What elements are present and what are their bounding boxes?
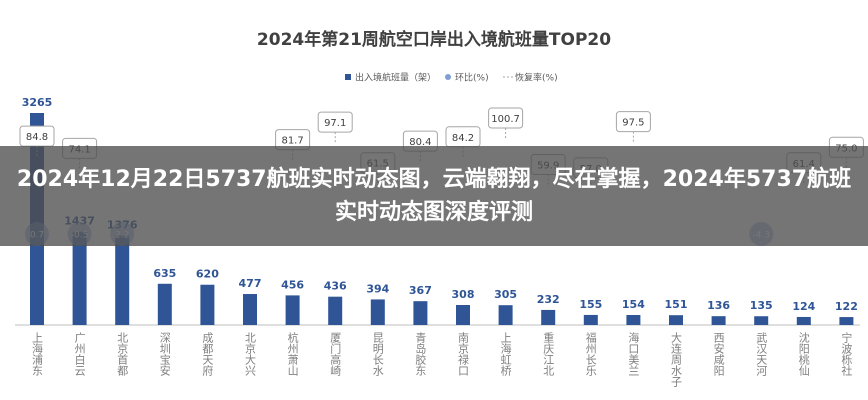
x-tick-label: 杭州萧山	[286, 331, 299, 376]
bar	[370, 299, 385, 325]
recovery-box	[488, 107, 524, 129]
bar-value-label: 124	[792, 300, 815, 313]
bar-value-label: 308	[452, 288, 475, 301]
bar	[72, 231, 87, 325]
x-tick-label: 大连周水子	[670, 331, 683, 387]
bar-value-label: 232	[537, 293, 560, 306]
legend-label: 环比(%)	[455, 72, 489, 84]
recovery-label: 97.5	[622, 118, 644, 129]
bar	[456, 305, 470, 325]
banner: 2024年12月22日5737航班实时动态图，云端翱翔，尽在掌握，2024年57…	[0, 146, 868, 246]
bar	[796, 316, 811, 325]
bar	[285, 295, 300, 325]
x-tick-label: 海口美兰	[627, 331, 640, 376]
x-tick-label: 宁波栎社	[840, 331, 853, 377]
x-tick-label: 北京首都	[116, 332, 129, 376]
bar-value-label: 367	[409, 284, 432, 297]
bar	[839, 317, 854, 325]
x-tick-label: 成都天府	[201, 332, 214, 377]
bar-value-label: 155	[579, 298, 602, 311]
bar	[711, 316, 726, 325]
bar	[626, 315, 641, 325]
x-tick-label: 沈阳桃仙	[797, 331, 810, 376]
bar	[243, 294, 257, 325]
recovery-label: 97.1	[324, 118, 346, 129]
recovery-label: 84.2	[452, 133, 474, 144]
bar	[669, 315, 683, 325]
recovery-label: 81.7	[281, 136, 303, 147]
bar	[200, 284, 215, 325]
bar	[498, 305, 513, 325]
banner-text: 2024年12月22日5737航班实时动态图，云端翱翔，尽在掌握，2024年57…	[16, 167, 852, 225]
x-tick-label: 昆明长水	[371, 332, 384, 376]
bar-value-label: 394	[366, 282, 389, 295]
x-tick-label: 西安咸阳	[712, 332, 725, 376]
bar-value-label: 456	[281, 278, 304, 291]
legend-swatch	[345, 74, 351, 80]
legend-label: 恢复率(%)	[515, 72, 558, 84]
bar	[115, 235, 130, 325]
legend-label: 出入境航班量（架）	[355, 72, 436, 84]
bar-value-label: 477	[239, 277, 262, 290]
bar	[413, 301, 428, 325]
bar	[541, 309, 556, 325]
x-tick-label: 重庆江北	[542, 331, 555, 376]
x-tick-label: 武汉天河	[755, 332, 768, 376]
x-tick-label: 北京大兴	[244, 332, 257, 376]
x-tick-label: 福州长乐	[584, 331, 597, 376]
bar-value-label: 620	[196, 268, 219, 281]
recovery-label: 100.7	[491, 114, 520, 125]
x-tick-label: 上海虹桥	[499, 332, 512, 377]
recovery-box	[317, 111, 353, 133]
recovery-label: 84.8	[26, 132, 48, 143]
bar	[328, 296, 343, 325]
bar	[754, 316, 769, 325]
x-tick-label: 上海浦东	[31, 332, 44, 376]
bar-value-label: 436	[324, 280, 347, 293]
x-tick-label: 南京禄口	[457, 332, 470, 376]
bar-value-label: 635	[153, 267, 176, 280]
bar-value-label: 151	[665, 298, 688, 311]
x-tick-label: 青岛胶东	[414, 332, 427, 376]
recovery-box	[615, 111, 651, 133]
chart-title: 2024年第21周航空口岸出入境航班量TOP20	[257, 29, 611, 50]
recovery-label: 80.4	[409, 137, 431, 148]
bar-value-label: 154	[622, 298, 645, 311]
bar-value-label: 122	[835, 300, 858, 313]
bar-value-label: 136	[707, 299, 730, 312]
bar-value-label: 3265	[22, 96, 53, 109]
legend-swatch	[445, 74, 451, 80]
x-tick-label: 厦门高崎	[329, 332, 342, 376]
x-tick-label: 广州白云	[73, 332, 86, 377]
bar	[157, 283, 172, 325]
x-tick-label: 深圳宝安	[158, 332, 171, 377]
bar	[583, 314, 598, 325]
bar-value-label: 135	[750, 299, 773, 312]
bar-value-label: 305	[494, 288, 517, 301]
